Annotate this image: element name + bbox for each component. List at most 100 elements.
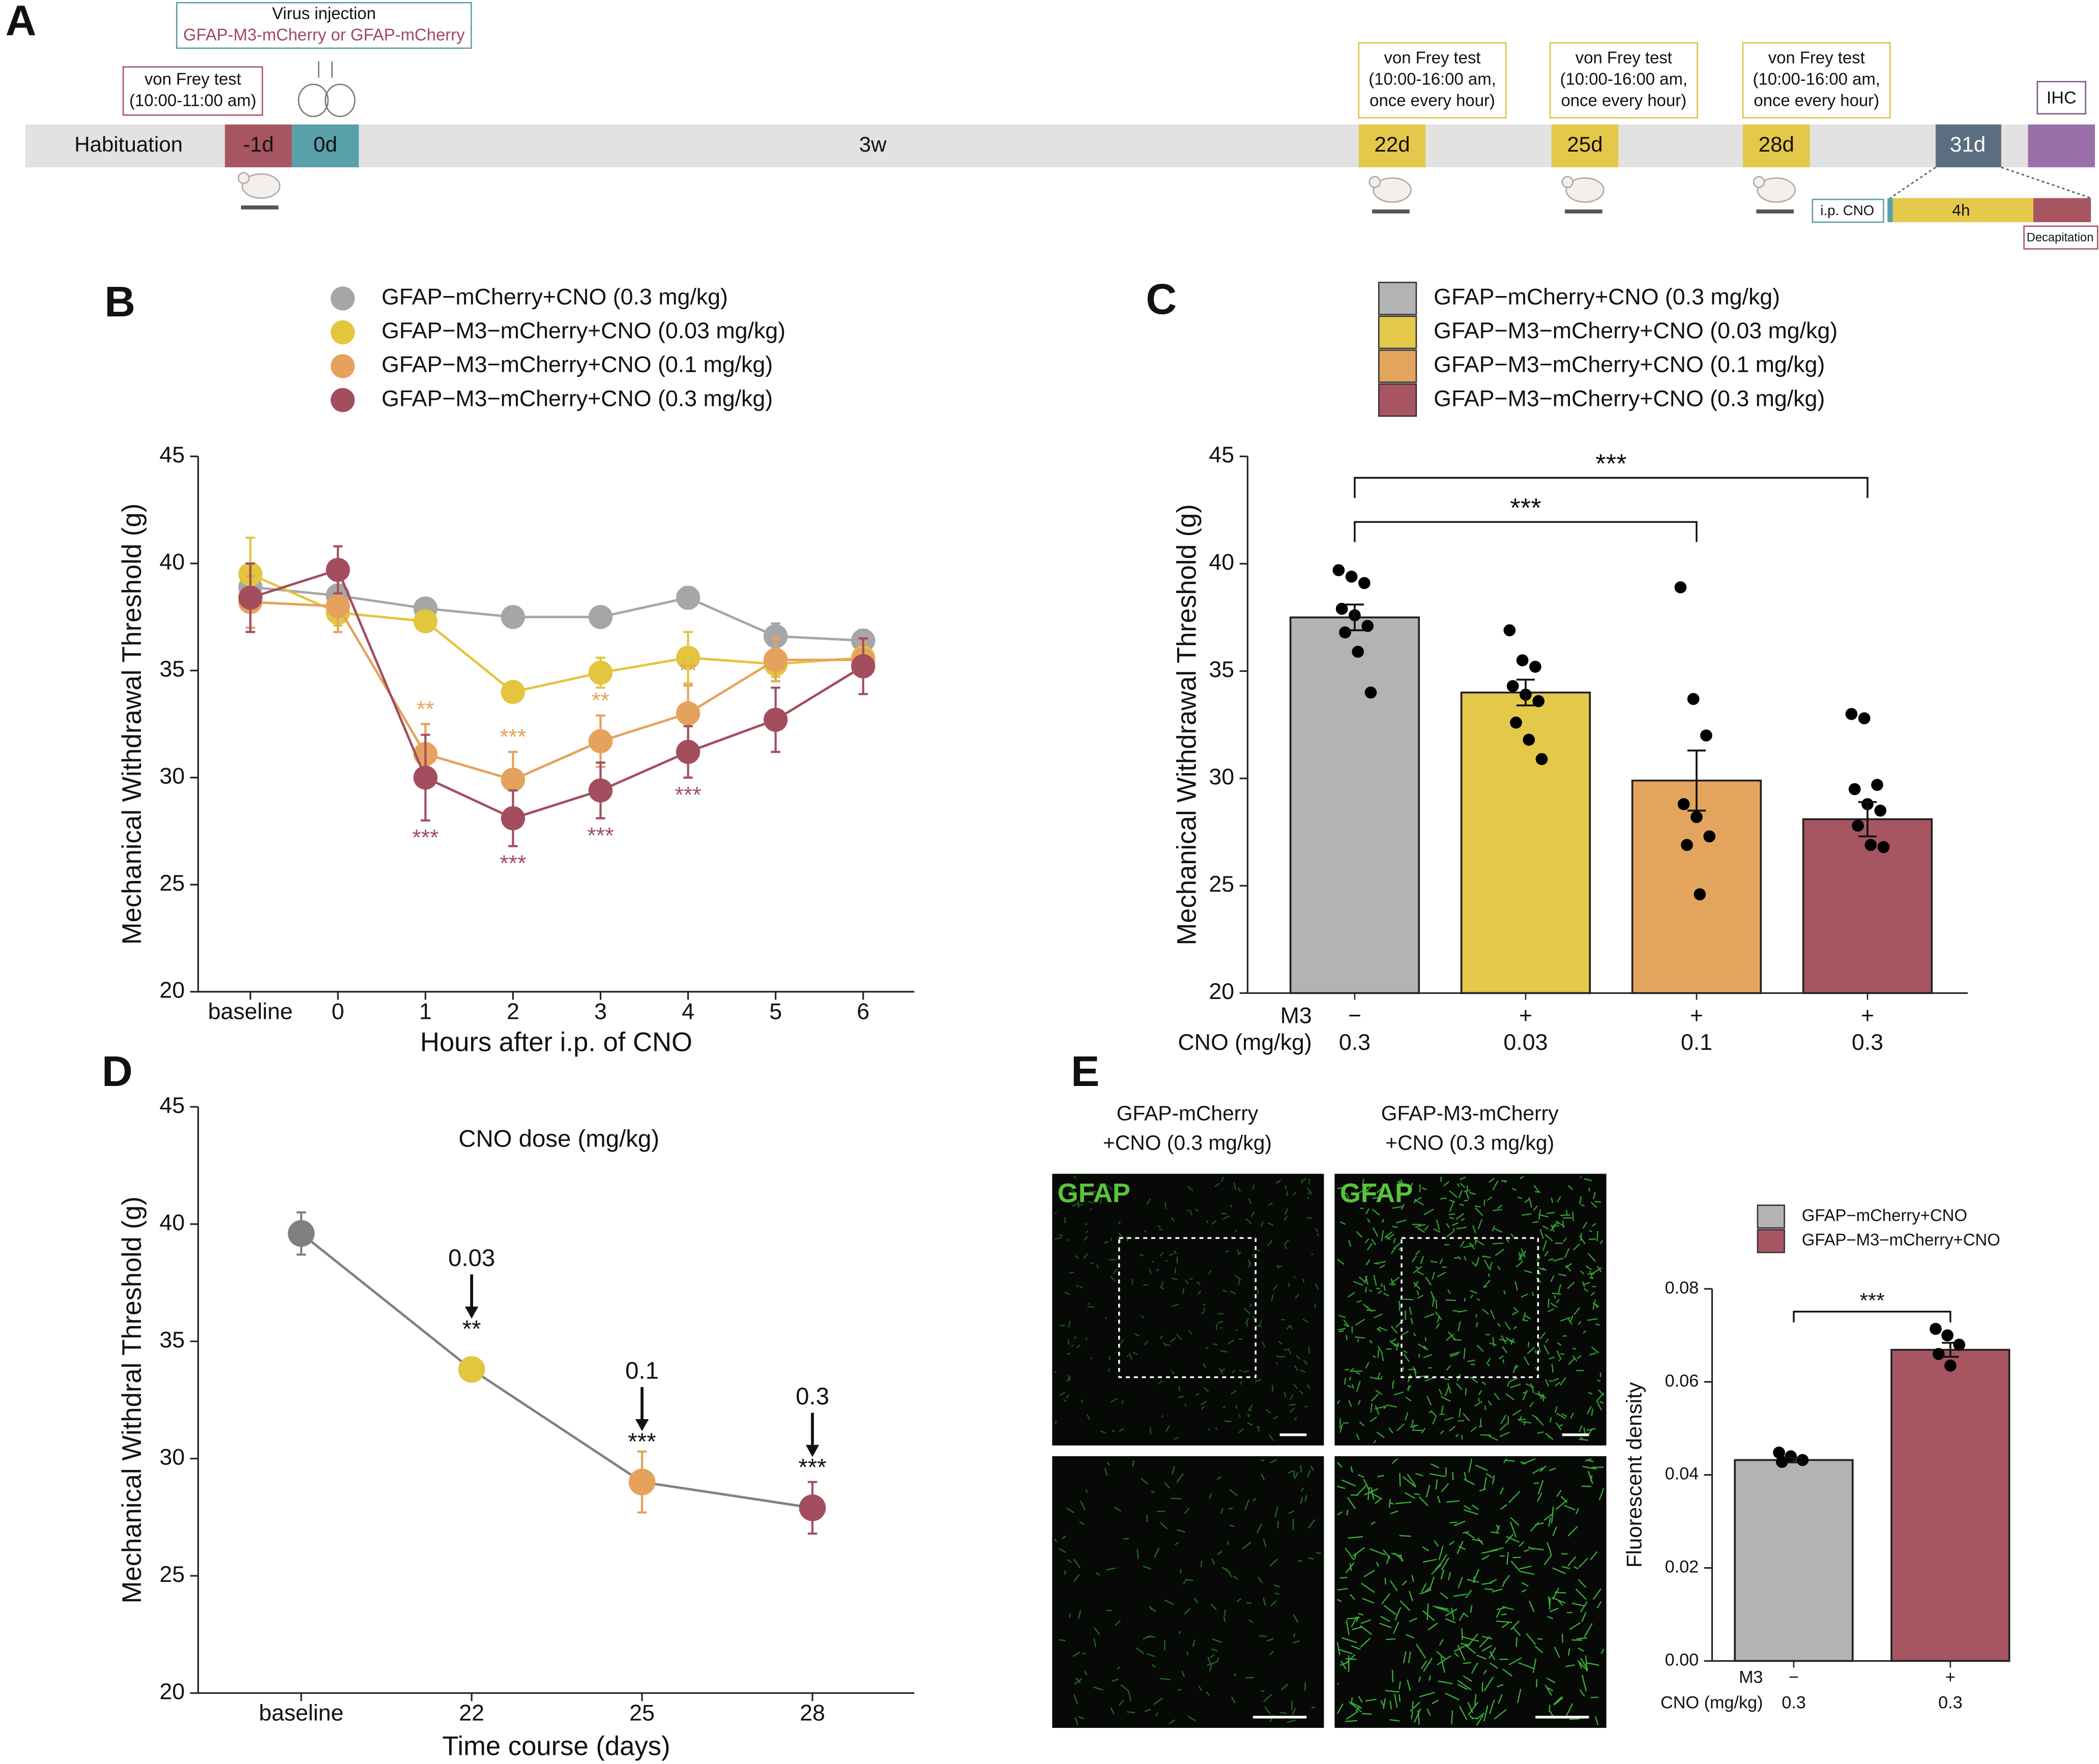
astrocyte-process xyxy=(1187,1186,1193,1192)
astrocyte-process xyxy=(1379,1326,1388,1332)
astrocyte-process xyxy=(1551,1224,1555,1232)
astrocyte-process xyxy=(1569,1315,1573,1322)
virus-subtitle: GFAP-M3-mCherry or GFAP-mCherry xyxy=(183,25,465,44)
significance-label: *** xyxy=(1859,1288,1884,1312)
test-text: (10:00-11:00 am) xyxy=(129,91,256,110)
astrocyte-process xyxy=(1071,1202,1079,1207)
astrocyte-process xyxy=(1384,1577,1386,1585)
astrocyte-process xyxy=(1269,1559,1278,1567)
astrocyte-process xyxy=(1572,1211,1575,1221)
astrocyte-process xyxy=(1114,1507,1122,1512)
astrocyte-process xyxy=(1258,1576,1263,1583)
astrocyte-process xyxy=(1449,1541,1455,1546)
astrocyte-process xyxy=(1279,1712,1287,1714)
legend-label: GFAP−M3−mCherry+CNO (0.3 mg/kg) xyxy=(382,386,773,411)
astrocyte-process xyxy=(1588,1187,1591,1192)
astrocyte-process xyxy=(1579,1425,1583,1432)
astrocyte-process xyxy=(1560,1353,1565,1355)
astrocyte-process xyxy=(1423,1209,1434,1216)
data-point xyxy=(501,806,526,831)
astrocyte-process xyxy=(1228,1420,1232,1422)
stain-label: GFAP xyxy=(1340,1179,1413,1209)
astrocyte-process xyxy=(1391,1669,1394,1683)
astrocyte-process xyxy=(1424,1225,1429,1231)
astrocyte-process xyxy=(1372,1196,1381,1199)
astrocyte-process xyxy=(1563,1505,1576,1511)
astrocyte-process xyxy=(1370,1487,1375,1500)
astrocyte-process xyxy=(1560,1495,1567,1503)
astrocyte-process xyxy=(1247,1259,1251,1266)
astrocyte-process xyxy=(1084,1670,1088,1675)
data-point xyxy=(413,609,438,634)
astrocyte-process xyxy=(1504,1321,1511,1331)
astrocyte-process xyxy=(1439,1639,1444,1646)
data-point xyxy=(1775,1456,1788,1468)
panel-label: D xyxy=(102,1047,133,1095)
astrocyte-process xyxy=(1222,1289,1227,1292)
astrocyte-process xyxy=(1544,1250,1549,1257)
data-point xyxy=(1874,804,1887,817)
row-value: + xyxy=(1690,1004,1703,1028)
test-text: once every hour) xyxy=(1561,91,1686,110)
astrocyte-process xyxy=(1380,1700,1385,1707)
data-point xyxy=(1677,798,1690,810)
astrocyte-process xyxy=(1337,1599,1342,1602)
astrocyte-process xyxy=(1445,1334,1454,1341)
astrocyte-process xyxy=(1347,1617,1360,1620)
test-box xyxy=(1742,42,1891,119)
virus-title: Virus injection xyxy=(272,4,376,23)
astrocyte-process xyxy=(1417,1710,1420,1725)
astrocyte-process xyxy=(1215,1427,1217,1430)
astrocyte-process xyxy=(1250,1211,1255,1217)
legend-swatch xyxy=(1378,315,1417,349)
astrocyte-process xyxy=(1244,1500,1249,1511)
astrocyte-process xyxy=(1338,1314,1346,1318)
row-value: 0.3 xyxy=(1339,1030,1371,1055)
astrocyte-process xyxy=(1261,1341,1266,1348)
astrocyte-process xyxy=(1270,1239,1273,1242)
astrocyte-process xyxy=(1347,1292,1355,1298)
astrocyte-process xyxy=(1338,1649,1353,1655)
astrocyte-process xyxy=(1592,1299,1596,1310)
astrocyte-process xyxy=(1352,1547,1365,1557)
astrocyte-process xyxy=(1304,1495,1307,1502)
astrocyte-process xyxy=(1578,1648,1584,1652)
astrocyte-process xyxy=(1486,1362,1490,1367)
astrocyte-process xyxy=(1356,1300,1362,1303)
astrocyte-process xyxy=(1300,1465,1302,1473)
data-point xyxy=(1503,624,1516,636)
astrocyte-process xyxy=(1184,1403,1187,1407)
astrocyte-process xyxy=(1164,1482,1171,1489)
stage-label: 22d xyxy=(1374,132,1410,156)
astrocyte-process xyxy=(1383,1285,1386,1291)
astrocyte-process xyxy=(1196,1281,1201,1285)
astrocyte-process xyxy=(1446,1500,1460,1503)
astrocyte-process xyxy=(1171,1303,1179,1307)
astrocyte-signal xyxy=(1336,1458,1605,1726)
astrocyte-process xyxy=(1489,1262,1493,1271)
astrocyte-process xyxy=(1449,1521,1457,1523)
astrocyte-process xyxy=(1463,1662,1471,1664)
astrocyte-process xyxy=(1228,1507,1233,1510)
astrocyte-process xyxy=(1356,1433,1360,1440)
astrocyte-process xyxy=(1178,1631,1182,1634)
error-bar xyxy=(1942,1342,1959,1358)
astrocyte-process xyxy=(1490,1309,1495,1319)
astrocyte-process xyxy=(1524,1270,1532,1274)
astrocyte-process xyxy=(1555,1381,1561,1387)
astrocyte-process xyxy=(1591,1408,1593,1416)
astrocyte-process xyxy=(1463,1675,1473,1682)
astrocyte-process xyxy=(1055,1237,1062,1240)
astrocyte-process xyxy=(1268,1434,1274,1441)
significance-label: ** xyxy=(417,697,434,722)
astrocyte-process xyxy=(1577,1355,1582,1360)
astrocyte-process xyxy=(1407,1374,1411,1383)
astrocyte-process xyxy=(1144,1340,1149,1345)
astrocyte-process xyxy=(1249,1303,1252,1307)
astrocyte-process xyxy=(1224,1420,1232,1423)
data-point xyxy=(1845,708,1858,720)
astrocyte-process xyxy=(1252,1184,1255,1190)
data-point xyxy=(326,594,350,619)
data-point xyxy=(1700,729,1712,742)
astrocyte-process xyxy=(1412,1366,1417,1374)
